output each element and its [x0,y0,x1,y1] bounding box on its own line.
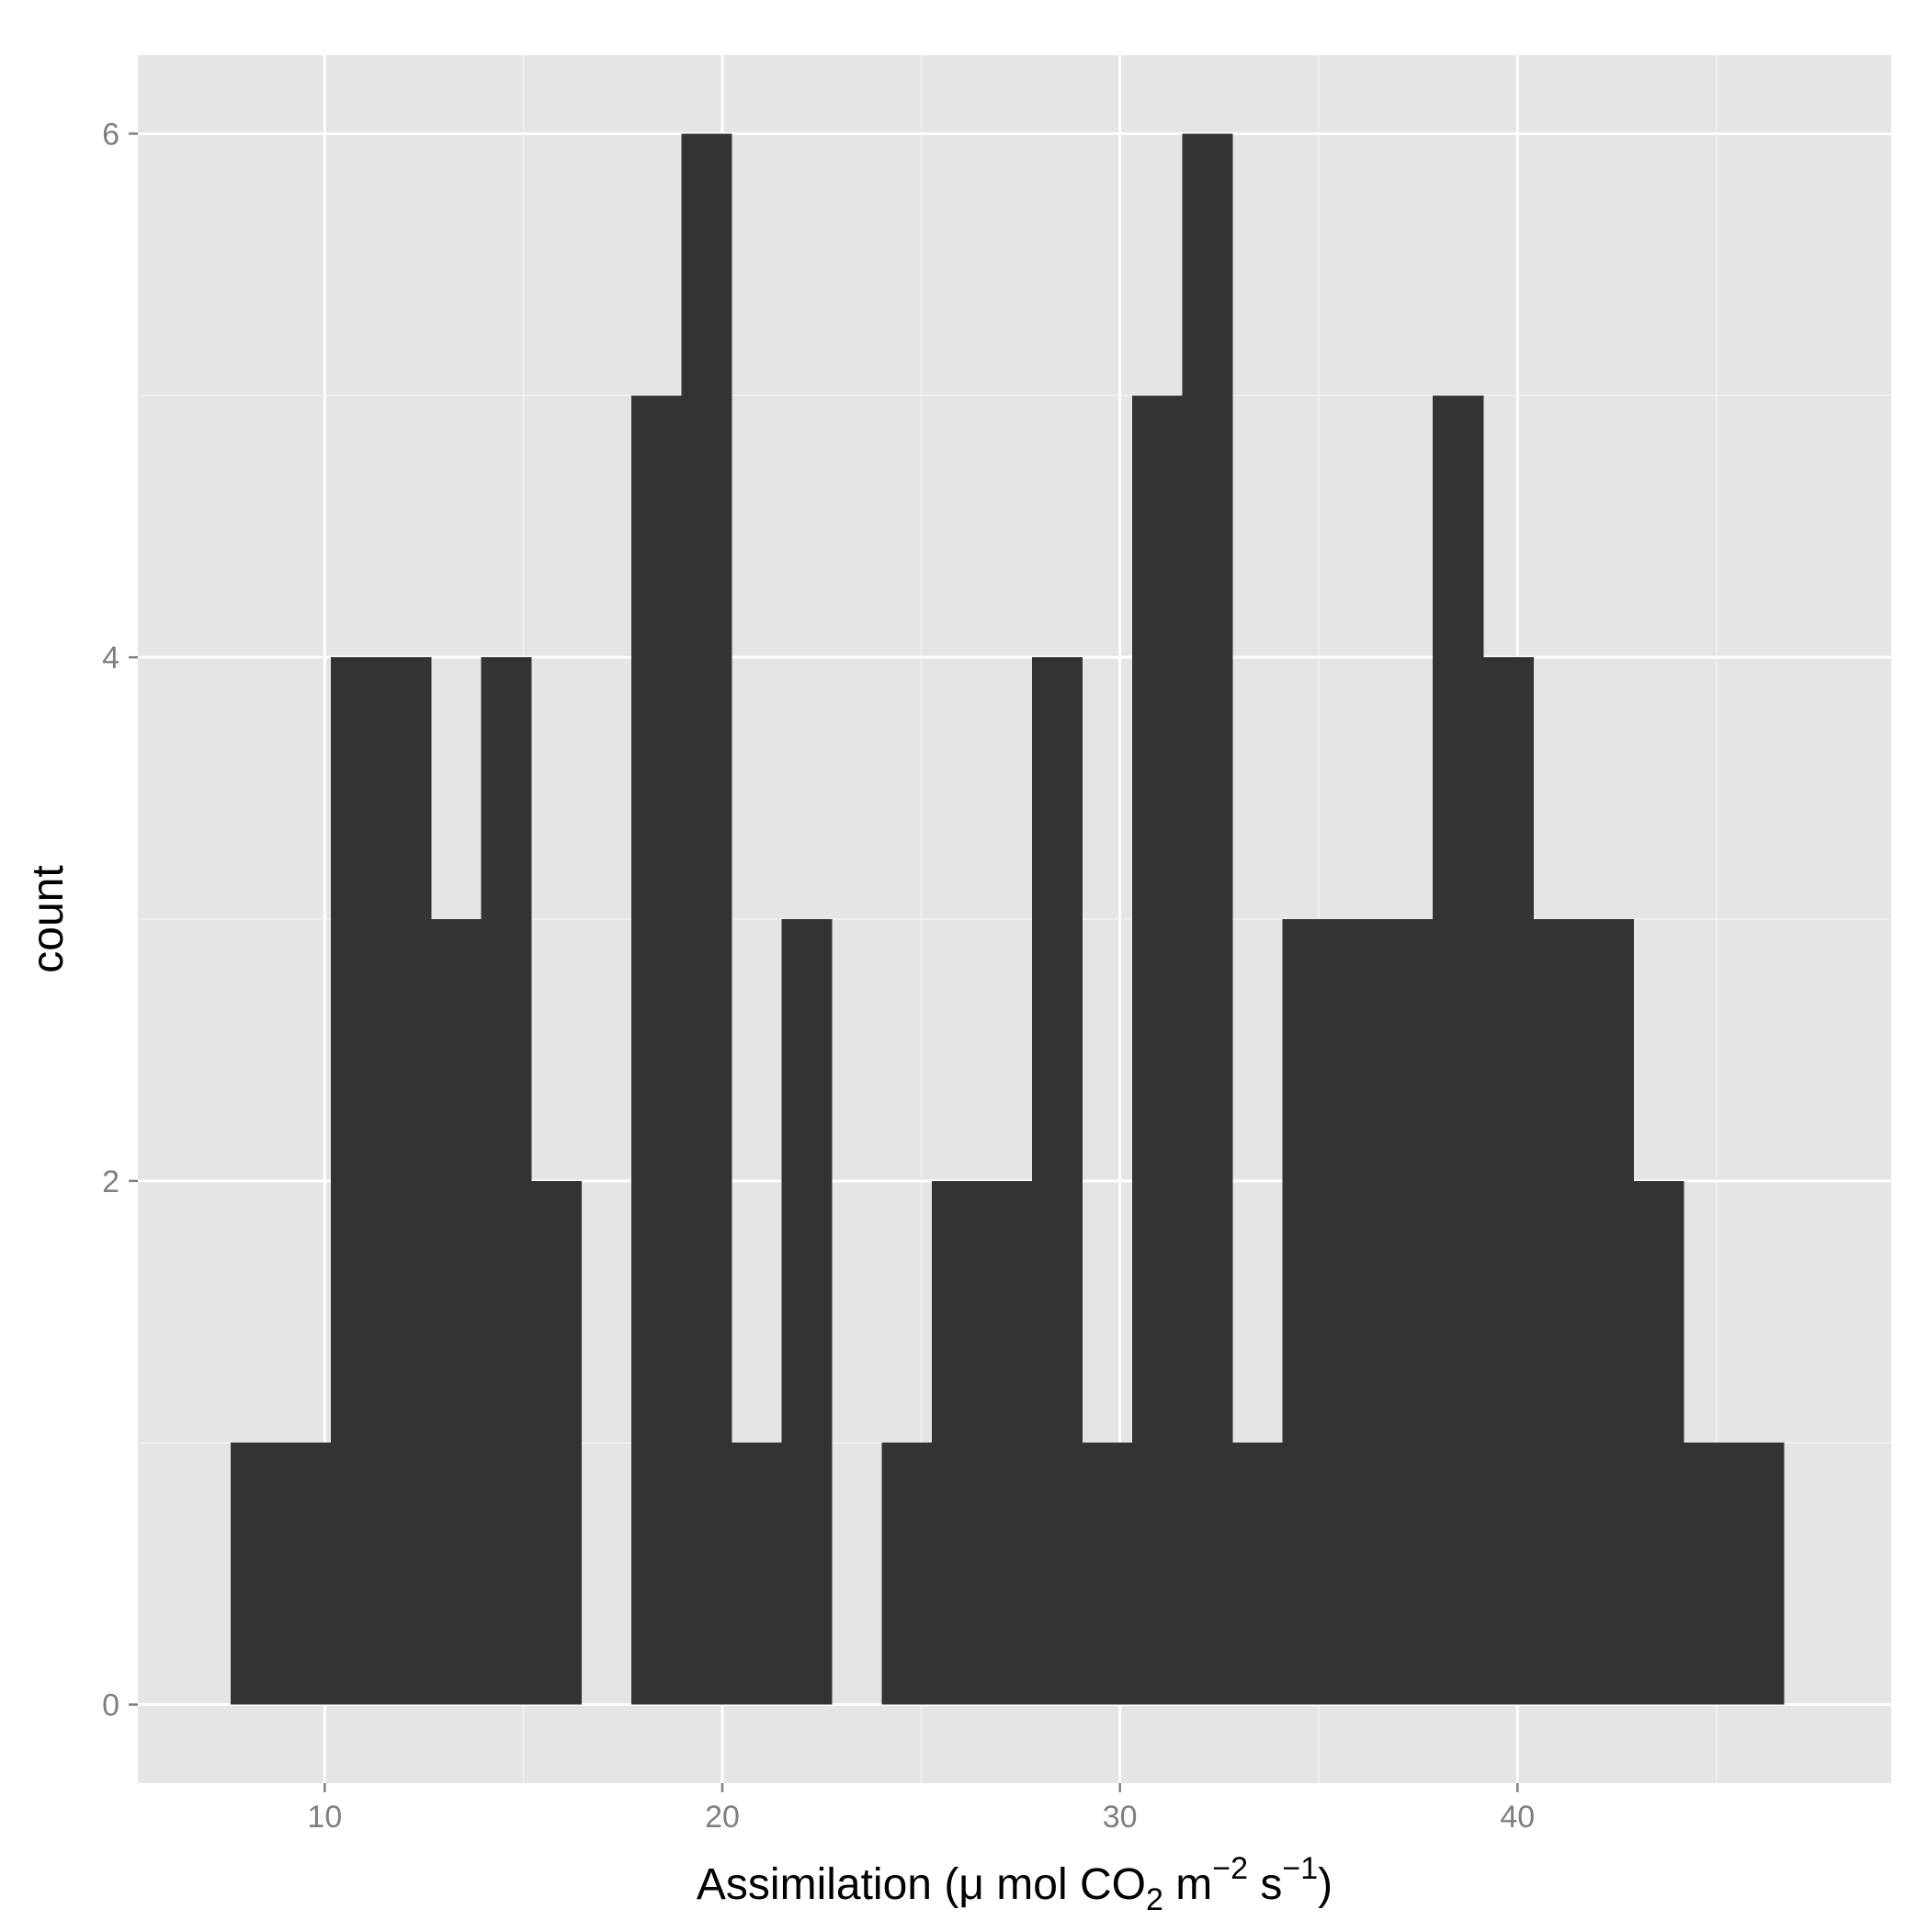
histogram-bar [481,657,532,1705]
histogram-bar [1282,919,1333,1705]
histogram-bar [681,133,732,1705]
x-tick-label: 30 [1103,1800,1138,1835]
histogram-bar [1032,657,1083,1705]
y-tick-label: 6 [102,117,119,152]
histogram-bar [230,1442,281,1705]
x-axis-title-part: −2 [1212,1851,1248,1886]
x-axis-title-part: s [1248,1860,1282,1909]
histogram-bar [380,657,432,1705]
x-axis-title: Assimilation (μ mol CO2 m−2 s−1) [697,1851,1333,1917]
histogram-bar [630,395,683,1705]
y-axis-title: count [24,865,73,972]
histogram-bars [230,133,1785,1705]
histogram-bar [530,1180,583,1705]
x-axis-title-part: m [1163,1860,1212,1909]
x-axis-title-part: −1 [1282,1851,1318,1886]
histogram-bar [1533,919,1584,1705]
histogram-bar [1433,395,1484,1705]
histogram-bar [1582,919,1634,1705]
histogram-bar [1733,1442,1785,1705]
histogram-bar [430,919,482,1705]
y-tick-label: 4 [102,641,119,676]
histogram-bar [1633,1180,1684,1705]
histogram-bar [1232,1442,1284,1705]
histogram-bar [330,657,381,1705]
histogram-bar [1683,1442,1734,1705]
y-tick-label: 0 [102,1688,119,1723]
x-axis-title-part: 2 [1146,1882,1163,1917]
histogram-bar [731,1442,783,1705]
axes: 10 20 30 40 0 2 4 6 [102,117,1535,1835]
x-tick-label: 10 [307,1800,342,1835]
x-axis-title-part: Assimilation (μ mol CO [697,1860,1146,1909]
histogram-bar [981,1180,1033,1705]
x-axis-title-part: ) [1318,1860,1333,1909]
y-tick-label: 2 [102,1165,119,1199]
histogram-bar [280,1442,332,1705]
histogram-bar [1182,133,1233,1705]
histogram-bar [1082,1442,1133,1705]
x-tick-label: 20 [705,1800,740,1835]
histogram-bar [1132,395,1184,1705]
histogram-bar [1382,919,1434,1705]
histogram-bar [781,919,833,1705]
x-tick-label: 40 [1500,1800,1535,1835]
histogram-bar [932,1180,983,1705]
histogram-bar [1482,657,1534,1705]
histogram-bar [881,1442,933,1705]
histogram-bar [1333,919,1384,1705]
